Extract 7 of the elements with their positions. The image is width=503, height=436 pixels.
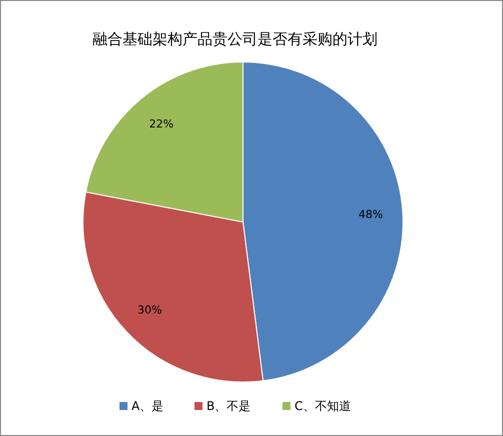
- legend-label: A、是: [132, 399, 164, 413]
- legend-label: B、不是: [206, 399, 251, 413]
- data-label: 22%: [149, 117, 174, 130]
- data-label: 30%: [137, 304, 162, 317]
- chart-title: 融合基础架构产品贵公司是否有采购的计划: [92, 30, 378, 48]
- data-label: 48%: [358, 208, 383, 221]
- legend-label: C、不知道: [294, 399, 351, 413]
